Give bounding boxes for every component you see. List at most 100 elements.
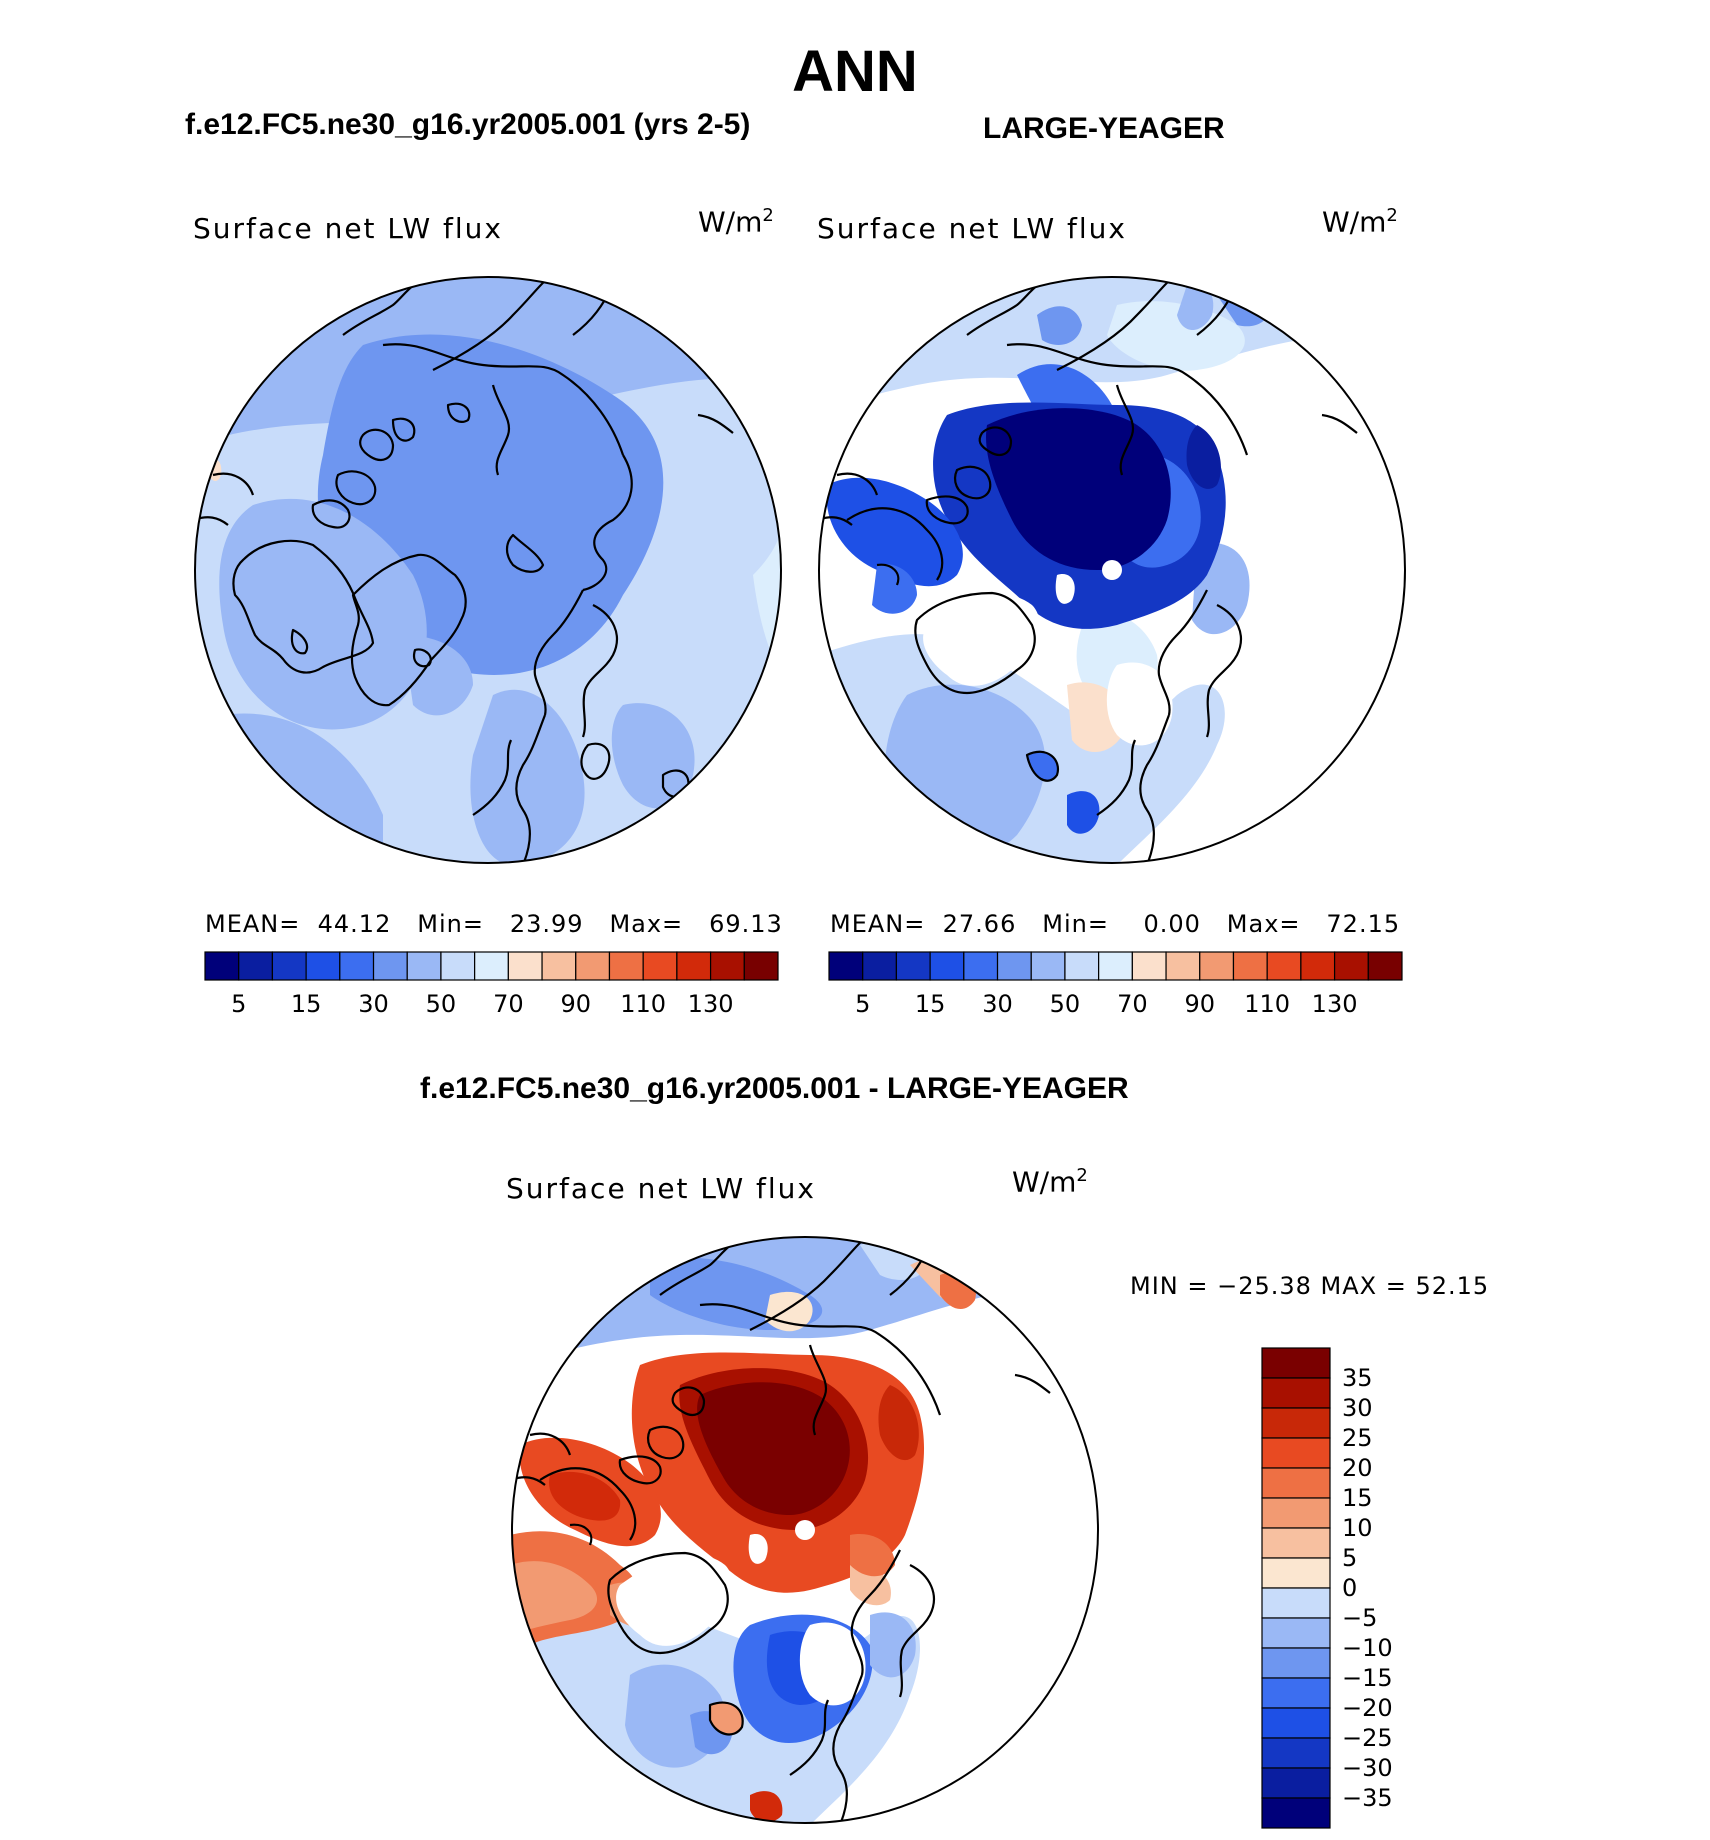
colorbar-swatch [1261,1737,1331,1769]
colorbar-swatch [1261,1557,1331,1589]
colorbar-tick-label: 30 [358,990,389,1018]
colorbar-tick-label: 0 [1342,1574,1358,1602]
colorbar-swatch [1261,1767,1331,1799]
colorbar-swatch [929,951,965,981]
colorbar-swatch [1261,1347,1331,1379]
colorbar-swatch [1165,951,1201,981]
colorbar-tick-label: 10 [1342,1514,1373,1542]
colorbar-tick-label: 130 [1311,990,1358,1018]
diff-polar-map [511,1236,1099,1824]
colorbar-tick-label: 25 [1342,1424,1373,1452]
colorbar-swatch [1261,1707,1331,1739]
colorbar-swatch [1030,951,1066,981]
colorbar-tick-label: 20 [1342,1454,1373,1482]
colorbar-swatch [1261,1617,1331,1649]
colorbar-swatch [507,951,543,981]
colorbar-swatch [305,951,341,981]
panel2-units: W/m2 [1322,205,1398,239]
colorbar-tick-label: 110 [1244,990,1291,1018]
colorbar-swatch [238,951,274,981]
colorbar-swatch [1064,951,1100,981]
colorbar-tick-label: 30 [982,990,1013,1018]
colorbar-tick-label: 50 [1049,990,1081,1018]
colorbar-tick-label: 70 [1117,990,1148,1018]
colorbar-swatch [828,951,864,981]
colorbar-swatch [372,951,408,981]
colorbar-swatch [1131,951,1167,981]
colorbar-tick-label: 15 [914,990,946,1018]
colorbar-swatch [963,951,999,981]
colorbar-swatch [1261,1467,1331,1499]
panel1-colorbar-ticks: 5 15 30 50 70 90 110 130 [205,990,778,1020]
colorbar-swatch [895,951,931,981]
colorbar-swatch [709,951,745,981]
colorbar-swatch [541,951,577,981]
colorbar-tick-label: −10 [1342,1634,1393,1662]
colorbar-tick-label: 15 [290,990,322,1018]
colorbar-tick-label: −30 [1342,1754,1393,1782]
colorbar-tick-label: −35 [1342,1784,1393,1812]
colorbar-tick-label: 110 [620,990,667,1018]
diff-run-title: f.e12.FC5.ne30_g16.yr2005.001 - LARGE-YE… [420,1072,1129,1105]
colorbar-tick-label: 130 [687,990,734,1018]
colorbar-swatch [1333,951,1369,981]
colorbar-swatch [1261,1377,1331,1409]
colorbar-swatch [862,951,898,981]
colorbar-tick-label: −25 [1342,1724,1393,1752]
panel1-polar-map [194,276,782,864]
colorbar-swatch [271,951,307,981]
panel2-stats: MEAN= 27.66 Min= 0.00 Max= 72.15 [830,910,1401,938]
colorbar-tick-label: 15 [1342,1484,1373,1512]
diff-colorbar [1261,1347,1331,1829]
colorbar-swatch [996,951,1032,981]
colorbar-swatch [440,951,476,981]
colorbar-swatch [575,951,611,981]
panel2-colorbar [828,951,1403,981]
panel1-variable-label: Surface net LW flux [193,212,503,245]
diff-variable-label: Surface net LW flux [506,1172,816,1205]
panel1-stats: MEAN= 44.12 Min= 23.99 Max= 69.13 [205,910,783,938]
panel1-units: W/m2 [698,205,774,239]
diff-stats: MIN = −25.38 MAX = 52.15 [1130,1272,1490,1300]
colorbar-swatch [1261,1527,1331,1559]
colorbar-tick-label: 5 [231,990,247,1018]
colorbar-swatch [339,951,375,981]
diff-colorbar-ticks: 35 30 25 20 15 10 5 0 −5 −10 −15 −20 −25 −30 −35 [1342,1348,1442,1828]
panel2-polar-map [818,276,1406,864]
panel1-run-title: f.e12.FC5.ne30_g16.yr2005.001 (yrs 2-5) [185,108,751,141]
colorbar-swatch [1261,1647,1331,1679]
colorbar-swatch [1261,1437,1331,1469]
panel1-colorbar [204,951,779,981]
colorbar-swatch [204,951,240,981]
colorbar-tick-label: 30 [1342,1394,1373,1422]
colorbar-tick-label: −5 [1342,1604,1378,1632]
colorbar-swatch [406,951,442,981]
colorbar-tick-label: 50 [425,990,457,1018]
colorbar-tick-label: 90 [560,990,592,1018]
colorbar-swatch [1261,1497,1331,1529]
colorbar-tick-label: 5 [1342,1544,1358,1572]
colorbar-swatch [1261,1797,1331,1829]
panel2-colorbar-ticks: 5 15 30 50 70 90 110 130 [829,990,1402,1020]
colorbar-swatch [676,951,712,981]
colorbar-tick-label: −20 [1342,1694,1393,1722]
colorbar-swatch [1261,1677,1331,1709]
colorbar-swatch [1266,951,1302,981]
colorbar-swatch [1300,951,1336,981]
colorbar-tick-label: 90 [1184,990,1216,1018]
colorbar-tick-label: 70 [493,990,524,1018]
colorbar-tick-label: 35 [1342,1364,1373,1392]
diff-units: W/m2 [1012,1165,1088,1199]
colorbar-swatch [642,951,678,981]
colorbar-swatch [608,951,644,981]
colorbar-swatch [1232,951,1268,981]
colorbar-swatch [1261,1587,1331,1619]
colorbar-tick-label: 5 [855,990,871,1018]
colorbar-swatch [1261,1407,1331,1439]
colorbar-swatch [474,951,509,981]
colorbar-swatch [743,951,779,981]
figure-title: ANN [792,39,918,104]
colorbar-swatch [1367,951,1403,981]
colorbar-swatch [1098,951,1133,981]
panel2-variable-label: Surface net LW flux [817,212,1127,245]
